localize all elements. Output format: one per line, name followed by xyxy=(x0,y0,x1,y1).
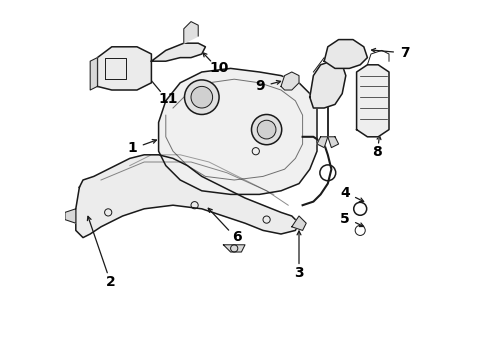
Text: 2: 2 xyxy=(106,275,116,288)
Polygon shape xyxy=(328,137,339,148)
Text: 3: 3 xyxy=(294,266,304,280)
Text: 7: 7 xyxy=(400,46,410,60)
Text: 8: 8 xyxy=(372,145,382,159)
Polygon shape xyxy=(184,22,198,43)
Polygon shape xyxy=(310,61,346,108)
Polygon shape xyxy=(65,209,76,223)
Polygon shape xyxy=(223,245,245,252)
Text: 11: 11 xyxy=(158,91,178,105)
Circle shape xyxy=(251,114,282,145)
Polygon shape xyxy=(159,68,317,194)
Polygon shape xyxy=(98,47,151,90)
Polygon shape xyxy=(90,58,98,90)
Polygon shape xyxy=(324,40,368,68)
Text: 6: 6 xyxy=(232,230,242,244)
Polygon shape xyxy=(357,65,389,137)
Polygon shape xyxy=(151,43,205,61)
Polygon shape xyxy=(292,216,306,230)
Circle shape xyxy=(257,120,276,139)
Text: 1: 1 xyxy=(127,141,137,155)
Polygon shape xyxy=(76,155,299,238)
Text: 5: 5 xyxy=(340,212,350,226)
Circle shape xyxy=(185,80,219,114)
Polygon shape xyxy=(281,72,299,90)
Text: 4: 4 xyxy=(340,186,350,200)
Text: 9: 9 xyxy=(255,79,265,93)
Text: 10: 10 xyxy=(209,61,228,75)
Circle shape xyxy=(191,86,213,108)
Polygon shape xyxy=(317,137,328,148)
